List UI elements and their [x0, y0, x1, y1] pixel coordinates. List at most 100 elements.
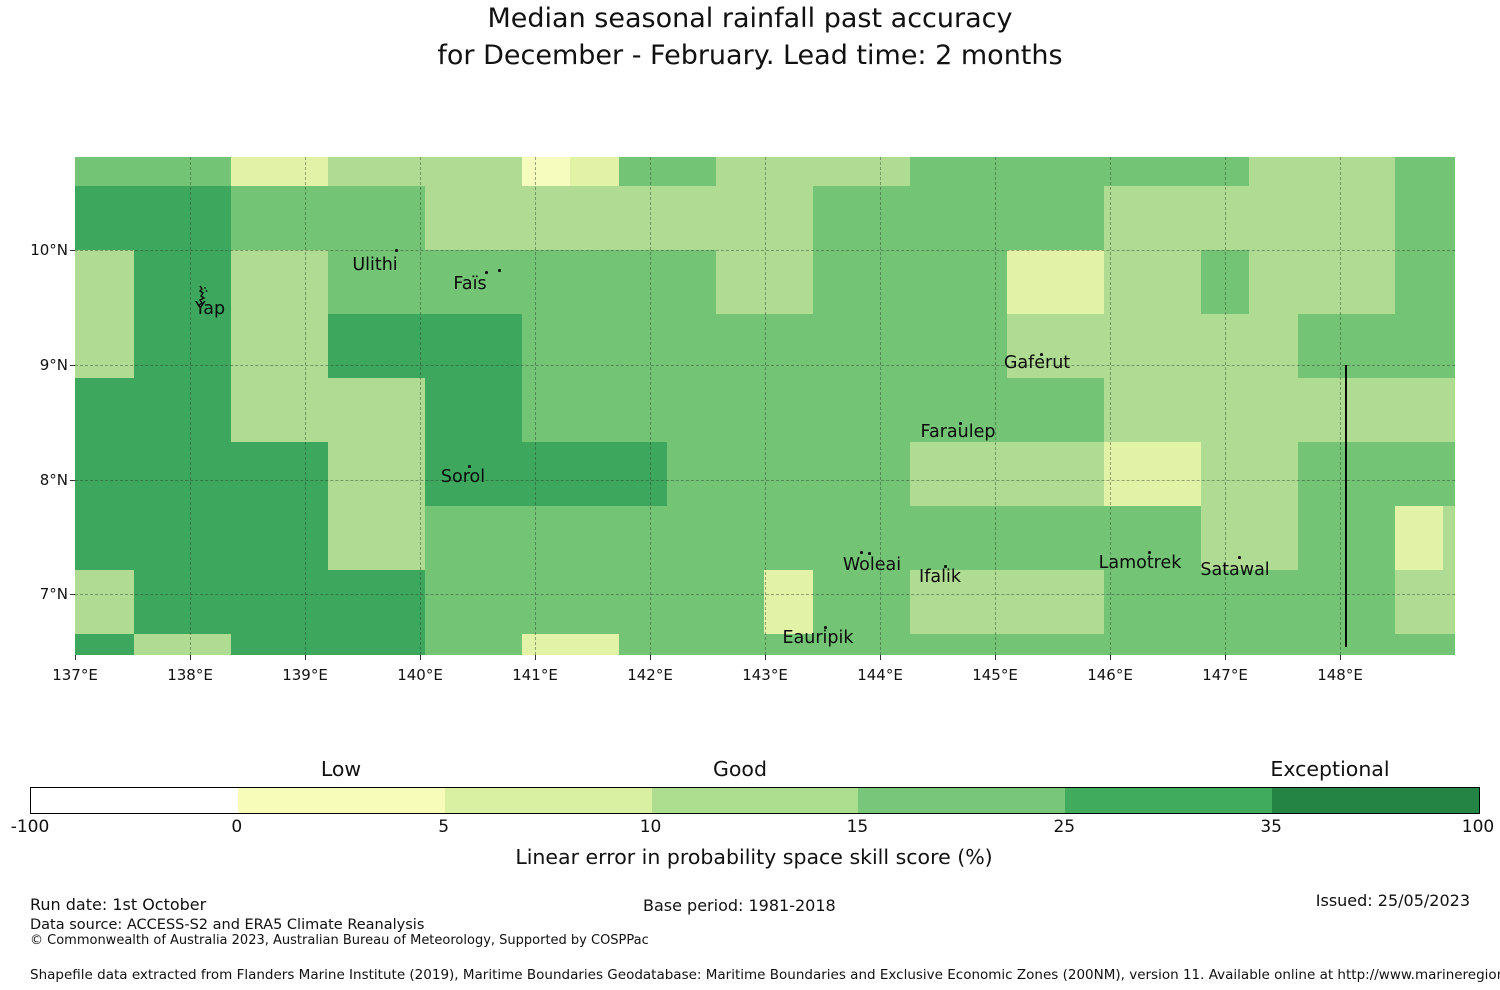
- map-cell: [521, 250, 571, 315]
- x-axis-tickmark: [420, 655, 421, 660]
- map-cell: [764, 442, 814, 507]
- map-cell: [909, 186, 959, 251]
- map-cell: [1346, 506, 1396, 571]
- map-cell: [764, 570, 814, 635]
- colorbar-zone-label-exceptional: Exceptional: [1270, 757, 1390, 781]
- map-cell: [812, 634, 862, 655]
- map-cell: [75, 186, 86, 251]
- x-axis-tick-label: 142°E: [627, 666, 673, 684]
- map-cell: [812, 186, 862, 251]
- map-cell: [230, 506, 280, 571]
- map-cell: [182, 506, 232, 571]
- map-cell: [473, 506, 523, 571]
- map-cell: [75, 250, 86, 315]
- map-cell: [1346, 570, 1396, 635]
- map-cell: [1297, 186, 1347, 251]
- map-cell: [861, 314, 911, 379]
- map-cell: [618, 570, 668, 635]
- colorbar-tick-label: 10: [639, 817, 662, 837]
- map-cell: [958, 378, 1008, 443]
- map-cell: [1346, 157, 1396, 187]
- island-location-dot: [944, 565, 947, 568]
- map-cell: [667, 186, 717, 251]
- y-axis-tickmark: [70, 249, 75, 251]
- copyright-text: © Commonwealth of Australia 2023, Austra…: [30, 933, 649, 948]
- map-cell: [861, 157, 911, 187]
- map-cell: [570, 157, 620, 187]
- map-cell: [1394, 250, 1444, 315]
- map-cell: [521, 378, 571, 443]
- map-cell: [1297, 250, 1347, 315]
- map-cell: [182, 250, 232, 315]
- title-line-2: for December - February. Lead time: 2 mo…: [437, 40, 1063, 71]
- x-axis-tickmark: [995, 655, 996, 660]
- colorbar-segment: [237, 788, 445, 813]
- map-cell: [1152, 314, 1202, 379]
- y-axis-tick-label: 8°N: [39, 470, 68, 489]
- map-cell: [764, 506, 814, 571]
- colorbar-tick-label: 5: [438, 817, 450, 837]
- island-location-dot: [959, 422, 962, 425]
- map-cell: [1055, 250, 1105, 315]
- colorbar-zone-label-good: Good: [713, 757, 767, 781]
- map-cell: [521, 570, 571, 635]
- map-cell: [1055, 378, 1105, 443]
- meridian-gridline: [535, 157, 536, 655]
- map-cell: [182, 157, 232, 187]
- map-cell: [376, 570, 426, 635]
- island-label-gaferut: Gaferut: [1003, 353, 1071, 373]
- island-label-eauripik: Eauripik: [782, 628, 854, 648]
- island-location-dot: [824, 626, 827, 629]
- yap-island-outline: [197, 285, 208, 307]
- island-label-woleai: Woleai: [842, 555, 902, 575]
- x-axis-tick-label: 139°E: [282, 666, 328, 684]
- map-cell: [133, 570, 183, 635]
- map-cell: [1103, 314, 1153, 379]
- map-cell: [424, 506, 474, 571]
- map-cell: [1443, 634, 1455, 655]
- map-cell: [812, 157, 862, 187]
- map-cell: [1443, 378, 1455, 443]
- map-cell: [327, 157, 377, 187]
- map-cell: [1055, 442, 1105, 507]
- map-cell: [1006, 634, 1056, 655]
- map-cell: [1006, 570, 1056, 635]
- map-cell: [1249, 570, 1299, 635]
- map-cell: [182, 442, 232, 507]
- colorbar-segment: [1272, 788, 1479, 813]
- title-line-1: Median seasonal rainfall past accuracy: [487, 3, 1013, 34]
- map-cell: [1006, 442, 1056, 507]
- x-axis-tickmark: [190, 655, 191, 660]
- colorbar-segment: [858, 788, 1066, 813]
- map-cell: [1443, 157, 1455, 187]
- map-cell: [1006, 314, 1056, 379]
- map-cell: [1006, 506, 1056, 571]
- map-cell: [1443, 570, 1455, 635]
- map-cell: [1200, 442, 1250, 507]
- map-cell: [182, 634, 232, 655]
- map-cell: [715, 634, 765, 655]
- eez-boundary-line: [1345, 365, 1347, 647]
- data-source-text: Data source: ACCESS-S2 and ERA5 Climate …: [30, 917, 425, 933]
- map-cell: [667, 314, 717, 379]
- x-axis-tickmark: [765, 655, 766, 660]
- map-cell: [85, 186, 135, 251]
- map-cell: [764, 157, 814, 187]
- map-cell: [958, 250, 1008, 315]
- map-cell: [521, 506, 571, 571]
- map-cell: [1055, 157, 1105, 187]
- x-axis-tickmark: [1110, 655, 1111, 660]
- map-cell: [327, 506, 377, 571]
- map-cell: [861, 250, 911, 315]
- x-axis-tick-label: 147°E: [1202, 666, 1248, 684]
- map-cell: [230, 157, 280, 187]
- map-cell: [1346, 314, 1396, 379]
- map-cell: [75, 442, 86, 507]
- map-cell: [570, 314, 620, 379]
- map-cell: [958, 506, 1008, 571]
- meridian-gridline: [1225, 157, 1226, 655]
- map-cell: [85, 378, 135, 443]
- map-cell: [376, 250, 426, 315]
- map-cell: [1200, 250, 1250, 315]
